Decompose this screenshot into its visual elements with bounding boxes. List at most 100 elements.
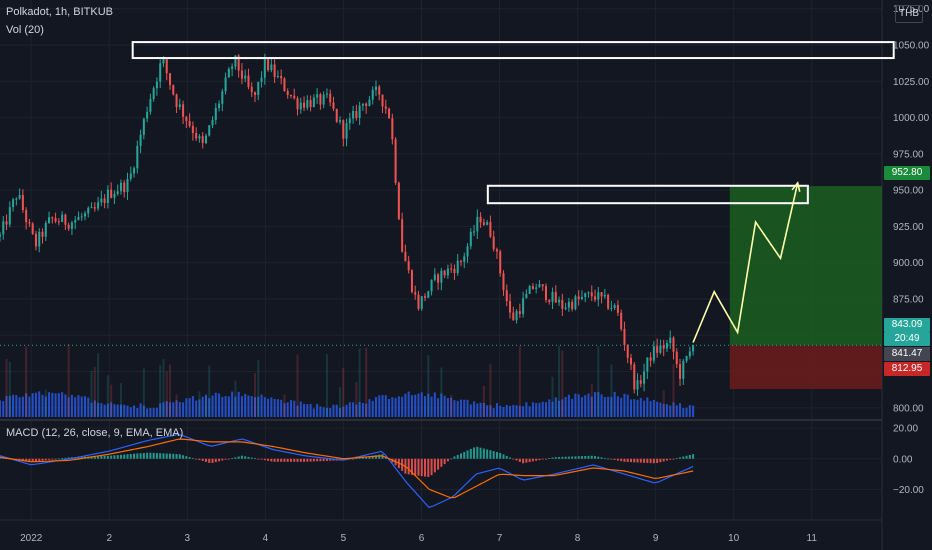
- macd-histogram-bar: [446, 458, 449, 462]
- volume-bar: [2, 401, 5, 417]
- volume-bar: [567, 394, 570, 417]
- volume-bar: [535, 403, 538, 417]
- macd-histogram-bar: [312, 458, 315, 462]
- candle-body: [149, 99, 152, 112]
- volume-bar: [623, 393, 626, 417]
- time-tick-label: 9: [653, 533, 659, 544]
- macd-legend[interactable]: MACD (12, 26, close, 9, EMA, EMA): [6, 427, 184, 439]
- macd-histogram-bar: [594, 456, 597, 459]
- macd-histogram-bar: [126, 454, 129, 459]
- macd-histogram-bar: [276, 458, 279, 462]
- macd-histogram-bar: [525, 458, 528, 463]
- candle-body: [129, 173, 132, 179]
- macd-histogram-bar: [463, 451, 466, 459]
- candle-body: [168, 73, 172, 86]
- volume-bar: [499, 405, 502, 417]
- volume-bar: [5, 396, 8, 417]
- candle-body: [306, 100, 309, 108]
- candle-body: [656, 346, 659, 353]
- macd-histogram-bar: [201, 458, 204, 461]
- macd-histogram-bar: [672, 458, 675, 460]
- macd-histogram-bar: [489, 450, 492, 459]
- macd-histogram-bar: [538, 458, 541, 461]
- volume-bar: [299, 401, 302, 417]
- volume-spike: [283, 394, 286, 417]
- candle-body: [188, 120, 191, 126]
- candle-body: [97, 202, 100, 209]
- volume-bar: [659, 402, 662, 417]
- volume-bar: [649, 401, 652, 417]
- candle-body: [276, 75, 279, 77]
- candle-body: [293, 95, 296, 99]
- volume-spike: [5, 358, 8, 417]
- candle-body: [404, 251, 407, 262]
- macd-histogram-bar: [554, 457, 557, 459]
- macd-histogram-bar: [456, 454, 459, 459]
- macd-histogram-bar: [283, 458, 286, 462]
- candle-body: [28, 222, 31, 224]
- macd-histogram-bar: [289, 458, 292, 462]
- volume-bar: [44, 396, 47, 417]
- volume-bar: [224, 396, 227, 417]
- candle-body: [629, 357, 633, 365]
- volume-bar: [31, 393, 34, 417]
- volume-bar: [352, 402, 355, 417]
- volume-legend[interactable]: Vol (20): [6, 24, 44, 36]
- volume-spike: [168, 364, 172, 417]
- macd-histogram-bar: [44, 458, 47, 461]
- candle-body: [450, 268, 453, 270]
- candle-body: [440, 270, 443, 283]
- macd-histogram-bar: [665, 458, 668, 461]
- candle-body: [473, 231, 476, 233]
- candle-body: [456, 260, 459, 273]
- macd-histogram-bar: [548, 458, 551, 459]
- volume-bar: [538, 402, 541, 417]
- candle-body: [574, 296, 577, 310]
- candle-body: [5, 221, 8, 225]
- volume-bar: [12, 394, 15, 417]
- candle-body: [61, 214, 64, 223]
- macd-histogram-bar: [505, 455, 508, 459]
- macd-histogram-bar: [646, 458, 649, 463]
- candle-body: [577, 296, 580, 300]
- macd-histogram-bar: [221, 458, 224, 461]
- candle-body: [119, 182, 122, 192]
- candle-body: [175, 94, 178, 107]
- macd-histogram-bar: [466, 450, 469, 459]
- macd-histogram-bar: [659, 458, 662, 463]
- volume-bar: [116, 404, 119, 417]
- volume-bar: [587, 393, 590, 417]
- macd-histogram-bar: [316, 458, 319, 462]
- macd-histogram-bar: [48, 458, 51, 460]
- candle-body: [221, 91, 224, 104]
- symbol-legend[interactable]: Polkadot, 1h, BITKUB: [6, 6, 113, 18]
- candle-body: [623, 329, 626, 346]
- macd-histogram-bar: [587, 455, 590, 459]
- volume-bar: [136, 408, 139, 417]
- candle-body: [240, 70, 243, 79]
- volume-bar: [178, 401, 181, 417]
- candle-body: [515, 311, 518, 321]
- volume-bar: [191, 396, 194, 417]
- countdown-badge: 20:49: [884, 332, 930, 346]
- candle-body: [463, 256, 466, 262]
- candle-body: [211, 119, 214, 126]
- candle-body: [116, 191, 119, 194]
- candle-body: [688, 351, 691, 357]
- volume-bar: [636, 399, 639, 417]
- macd-histogram-bar: [198, 458, 201, 461]
- candle-body: [397, 182, 400, 220]
- candle-body: [639, 380, 642, 384]
- volume-bar: [240, 396, 243, 417]
- candle-body: [67, 224, 70, 229]
- volume-bar: [404, 393, 407, 417]
- macd-histogram-bar: [443, 458, 446, 465]
- volume-bar: [531, 402, 534, 417]
- candle-body: [365, 103, 368, 106]
- volume-bar: [397, 396, 400, 417]
- currency-button[interactable]: THB: [895, 5, 923, 23]
- macd-histogram-bar: [175, 454, 178, 459]
- candle-body: [643, 371, 646, 384]
- volume-spike: [257, 360, 260, 417]
